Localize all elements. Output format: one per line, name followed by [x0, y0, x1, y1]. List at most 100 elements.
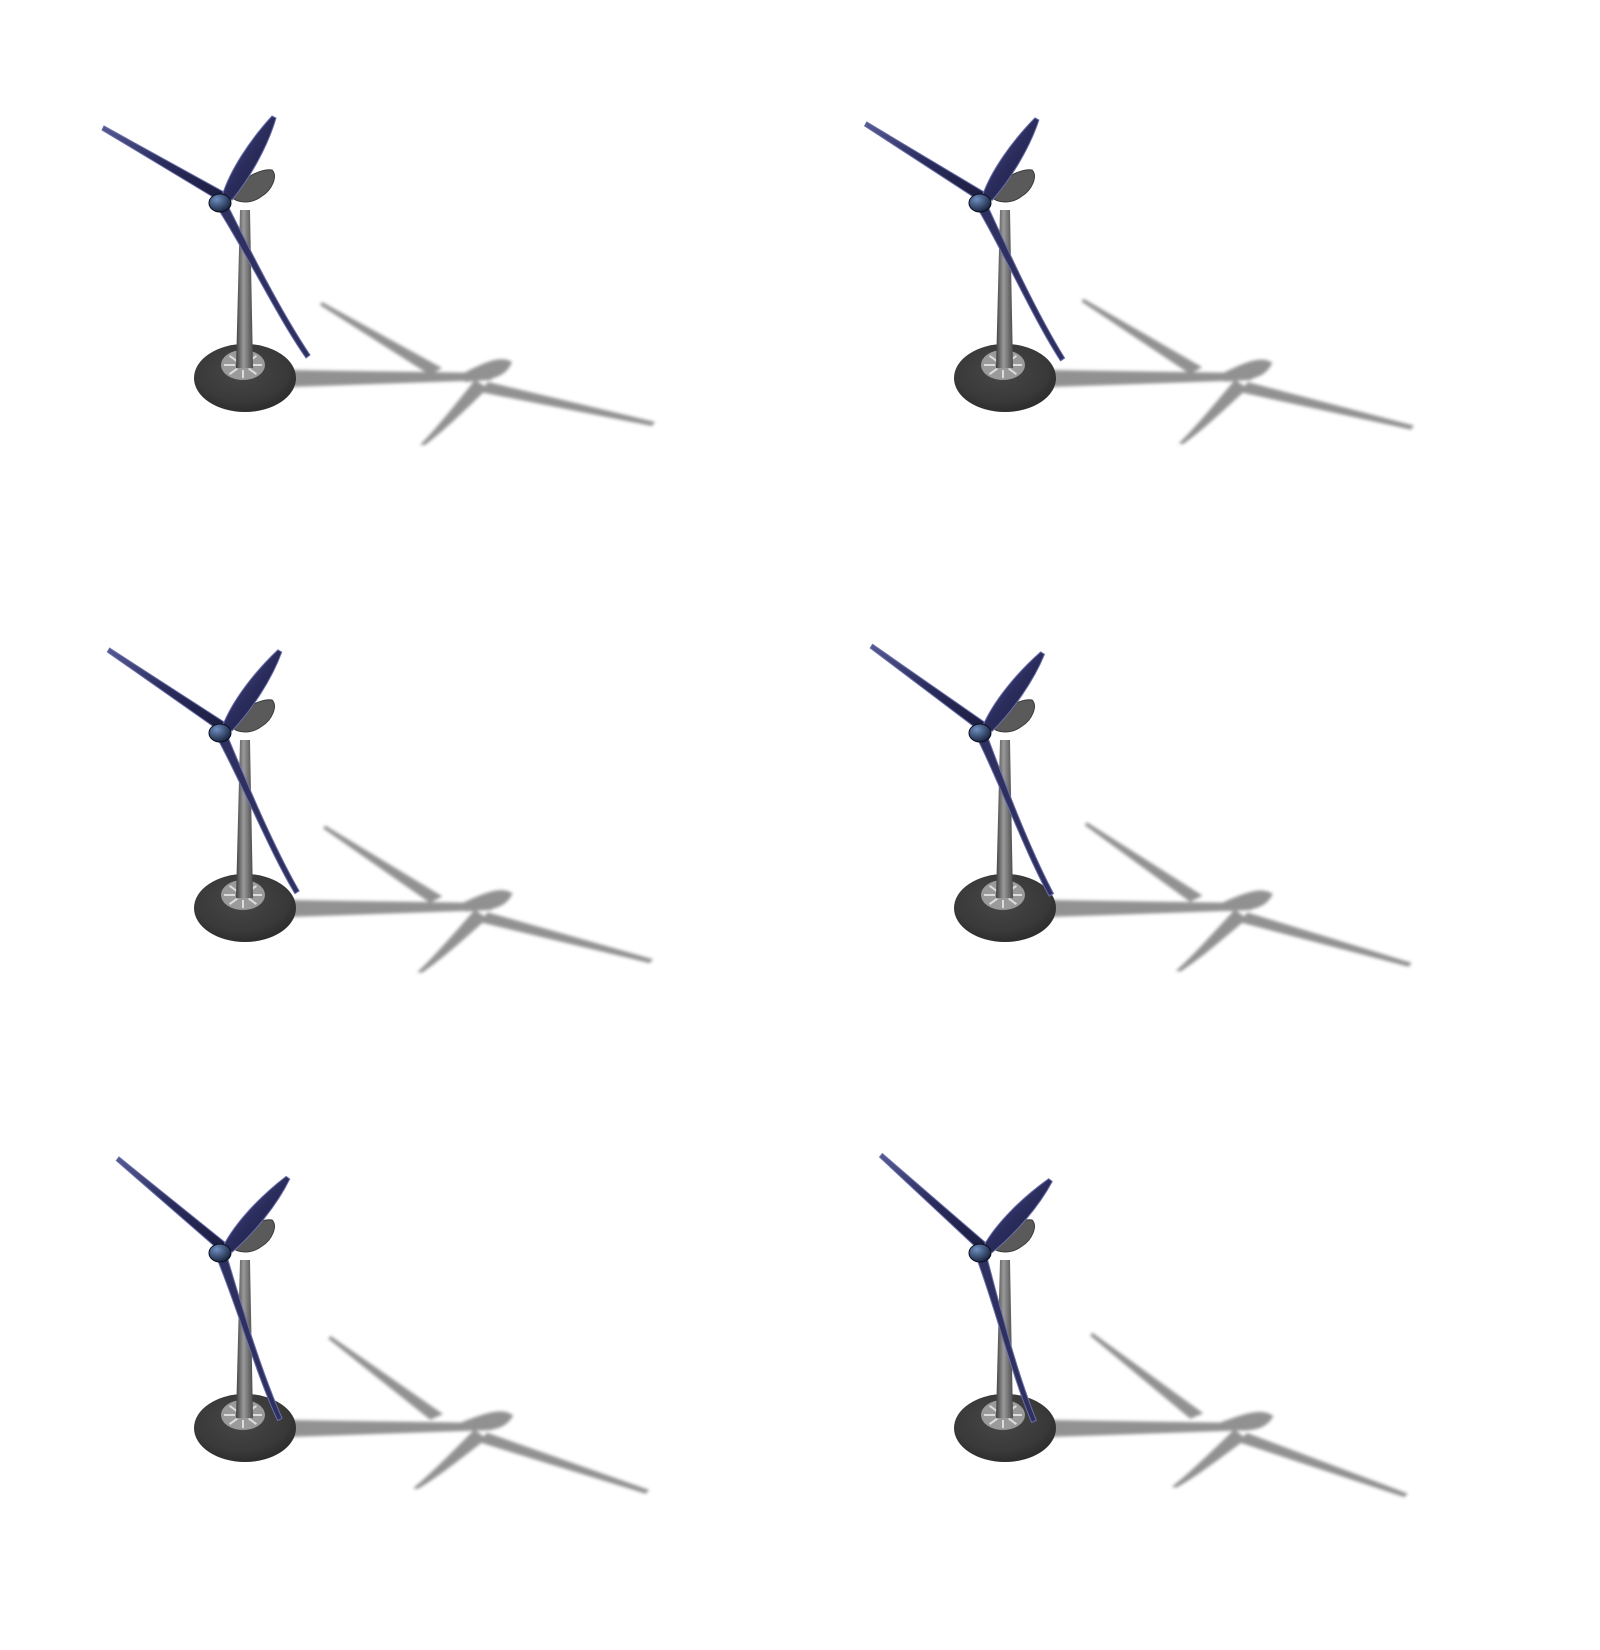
rotor-hub: [208, 1243, 232, 1263]
wind-turbine-icon: [863, 117, 1414, 444]
base-bolt: [228, 1417, 238, 1426]
rotor-shadow: [328, 1335, 650, 1494]
rotor-hub: [968, 723, 992, 743]
rotor-hub: [968, 193, 992, 213]
blade-2: [982, 1178, 1053, 1254]
blade-1: [869, 643, 986, 731]
tower-shadow: [290, 1420, 492, 1437]
turbine-shadow: [1050, 1332, 1408, 1498]
blade-shadow-1: [1090, 1332, 1204, 1419]
blade-shadow-4: [480, 382, 655, 426]
blade-3: [219, 205, 311, 359]
rotor-shadow: [1084, 822, 1412, 972]
rotor-shadow: [323, 825, 653, 973]
base-bolt: [228, 354, 238, 363]
base-bolt: [228, 884, 238, 893]
blade-2: [222, 1175, 291, 1253]
blade-3: [977, 1256, 1037, 1424]
turbine-rotor: [878, 1152, 1053, 1424]
base-bolt: [988, 897, 998, 906]
wind-turbine-icon: [101, 115, 655, 445]
blade-shadow-3: [417, 909, 488, 973]
blade-1: [878, 1152, 987, 1251]
turbine-rotor: [106, 647, 300, 895]
turbine-nacelle: [229, 169, 275, 203]
base-bolt: [988, 1404, 998, 1413]
blade-2: [981, 651, 1046, 732]
wind-turbine-icon: [869, 643, 1412, 972]
blade-shadow-4: [1239, 382, 1414, 430]
rotor-hub: [208, 723, 232, 743]
turbine-frame-5: [100, 1150, 760, 1570]
tower-shadow: [1050, 1420, 1252, 1437]
wind-turbine-icon: [106, 647, 653, 973]
base-bolt: [248, 897, 258, 906]
blade-shadow-1: [320, 302, 442, 375]
blade-shadow-4: [479, 912, 653, 964]
turbine-frame-1: [100, 100, 760, 520]
turbine-shadow: [290, 302, 655, 445]
blade-2: [221, 649, 283, 732]
rotor-hub: [968, 1243, 992, 1263]
turbine-rotor: [101, 115, 311, 359]
blade-shadow-3: [413, 1429, 487, 1489]
base-bolt: [1008, 367, 1018, 376]
turbine-frame-3: [100, 630, 760, 1050]
base-bolt: [228, 897, 238, 906]
blade-shadow-2: [1220, 1411, 1274, 1431]
blade-1: [106, 647, 226, 731]
base-bolt: [988, 884, 998, 893]
wind-turbine-icon: [115, 1156, 650, 1494]
turbine-rotor: [863, 117, 1066, 362]
tower-shadow: [290, 370, 492, 387]
blade-3: [217, 1256, 283, 1422]
base-bolt: [988, 354, 998, 363]
blade-3: [978, 205, 1066, 362]
base-bolt: [988, 1417, 998, 1426]
turbine-frame-2: [860, 100, 1520, 520]
rotor-hub: [208, 193, 232, 213]
wind-turbine-icon: [878, 1152, 1408, 1498]
blade-2: [981, 117, 1040, 202]
turbine-rotor: [869, 643, 1055, 897]
blade-1: [863, 121, 986, 201]
blade-3: [978, 736, 1055, 897]
base-bolt: [228, 1404, 238, 1413]
blade-1: [101, 125, 225, 201]
base-bolt: [228, 367, 238, 376]
blade-3: [218, 735, 300, 895]
blade-shadow-2: [460, 359, 512, 382]
blade-shadow-3: [1175, 909, 1248, 972]
base-bolt: [988, 367, 998, 376]
base-bolt: [1008, 1417, 1018, 1426]
blade-shadow-1: [323, 825, 443, 903]
turbine-rotor: [115, 1156, 291, 1422]
blade-shadow-4: [1237, 1432, 1408, 1498]
blade-shadow-2: [1220, 359, 1273, 382]
blade-shadow-1: [328, 1335, 443, 1420]
tower-shadow: [290, 900, 492, 917]
base-bolt: [1008, 897, 1018, 906]
base-bolt: [248, 1417, 258, 1426]
turbine-shadow: [290, 825, 653, 973]
turbine-tower: [996, 740, 1013, 898]
blade-shadow-2: [1220, 890, 1273, 912]
blade-shadow-3: [1171, 1429, 1247, 1488]
blade-shadow-3: [1178, 379, 1248, 444]
base-bolt: [248, 367, 258, 376]
blade-shadow-4: [478, 1432, 650, 1494]
rotor-shadow: [1081, 298, 1414, 444]
tower-shadow: [1050, 370, 1252, 387]
rotor-shadow: [320, 302, 655, 445]
blade-shadow-3: [420, 380, 488, 445]
blade-shadow-2: [460, 1411, 514, 1431]
blade-1: [115, 1156, 227, 1251]
tower-shadow: [1050, 900, 1252, 917]
blade-shadow-1: [1081, 298, 1203, 374]
blade-2: [221, 115, 277, 201]
turbine-frame-4: [860, 630, 1520, 1050]
turbine-frame-6: [860, 1150, 1520, 1570]
blade-shadow-4: [1238, 912, 1412, 967]
turbine-shadow: [1050, 822, 1412, 972]
